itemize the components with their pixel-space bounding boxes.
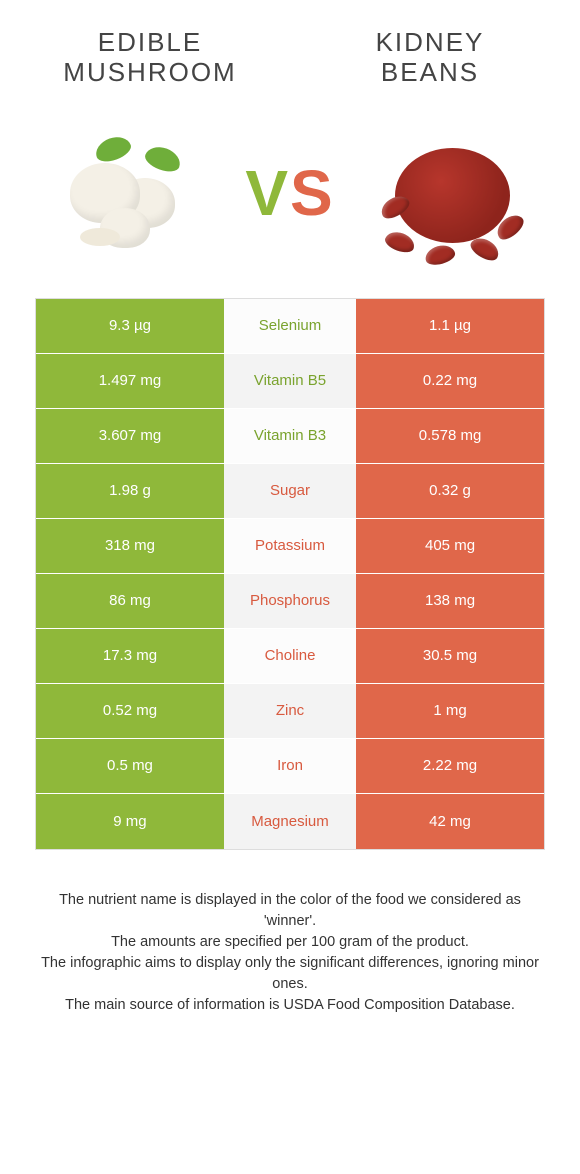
table-row: 9.3 µgSelenium1.1 µg: [36, 299, 544, 354]
vs-badge: VS: [245, 156, 334, 230]
footer-line2: The amounts are specified per 100 gram o…: [40, 932, 540, 953]
nutrient-name-cell: Sugar: [224, 464, 356, 518]
table-row: 318 mgPotassium405 mg: [36, 519, 544, 574]
footer-line3: The infographic aims to display only the…: [40, 953, 540, 995]
nutrient-name-cell: Selenium: [224, 299, 356, 353]
left-value-cell: 0.52 mg: [36, 684, 224, 738]
left-value-cell: 0.5 mg: [36, 739, 224, 793]
footer-line1: The nutrient name is displayed in the co…: [40, 890, 540, 932]
right-value-cell: 1 mg: [356, 684, 544, 738]
left-food-title-line1: EDIBLE: [98, 27, 203, 57]
right-value-cell: 405 mg: [356, 519, 544, 573]
nutrient-table: 9.3 µgSelenium1.1 µg1.497 mgVitamin B50.…: [35, 298, 545, 850]
table-row: 17.3 mgCholine30.5 mg: [36, 629, 544, 684]
vs-row: VS: [0, 98, 580, 298]
table-row: 86 mgPhosphorus138 mg: [36, 574, 544, 629]
vs-letter-s: S: [290, 157, 335, 229]
left-value-cell: 86 mg: [36, 574, 224, 628]
header-row: EDIBLE MUSHROOM KIDNEY BEANS: [0, 0, 580, 98]
right-value-cell: 0.32 g: [356, 464, 544, 518]
table-row: 0.52 mgZinc1 mg: [36, 684, 544, 739]
vs-letter-v: V: [245, 157, 290, 229]
right-value-cell: 0.578 mg: [356, 409, 544, 463]
right-value-cell: 138 mg: [356, 574, 544, 628]
mushroom-icon: [55, 118, 205, 268]
left-food-title-line2: MUSHROOM: [63, 57, 236, 87]
nutrient-name-cell: Vitamin B3: [224, 409, 356, 463]
left-value-cell: 9 mg: [36, 794, 224, 849]
left-value-cell: 318 mg: [36, 519, 224, 573]
left-value-cell: 1.98 g: [36, 464, 224, 518]
footer-notes: The nutrient name is displayed in the co…: [0, 850, 580, 1016]
nutrient-name-cell: Iron: [224, 739, 356, 793]
right-food-title-line2: BEANS: [381, 57, 479, 87]
nutrient-name-cell: Phosphorus: [224, 574, 356, 628]
nutrient-name-cell: Potassium: [224, 519, 356, 573]
table-row: 0.5 mgIron2.22 mg: [36, 739, 544, 794]
footer-line4: The main source of information is USDA F…: [40, 995, 540, 1016]
right-food-title-line1: KIDNEY: [376, 27, 485, 57]
table-row: 3.607 mgVitamin B30.578 mg: [36, 409, 544, 464]
nutrient-name-cell: Magnesium: [224, 794, 356, 849]
left-value-cell: 17.3 mg: [36, 629, 224, 683]
nutrient-name-cell: Vitamin B5: [224, 354, 356, 408]
left-food-title: EDIBLE MUSHROOM: [60, 28, 240, 88]
right-value-cell: 1.1 µg: [356, 299, 544, 353]
right-value-cell: 30.5 mg: [356, 629, 544, 683]
kidney-beans-icon: [375, 118, 525, 268]
right-value-cell: 0.22 mg: [356, 354, 544, 408]
table-row: 9 mgMagnesium42 mg: [36, 794, 544, 849]
left-value-cell: 1.497 mg: [36, 354, 224, 408]
right-value-cell: 42 mg: [356, 794, 544, 849]
left-value-cell: 3.607 mg: [36, 409, 224, 463]
nutrient-name-cell: Zinc: [224, 684, 356, 738]
table-row: 1.497 mgVitamin B50.22 mg: [36, 354, 544, 409]
left-value-cell: 9.3 µg: [36, 299, 224, 353]
right-value-cell: 2.22 mg: [356, 739, 544, 793]
table-row: 1.98 gSugar0.32 g: [36, 464, 544, 519]
nutrient-name-cell: Choline: [224, 629, 356, 683]
right-food-title: KIDNEY BEANS: [340, 28, 520, 88]
